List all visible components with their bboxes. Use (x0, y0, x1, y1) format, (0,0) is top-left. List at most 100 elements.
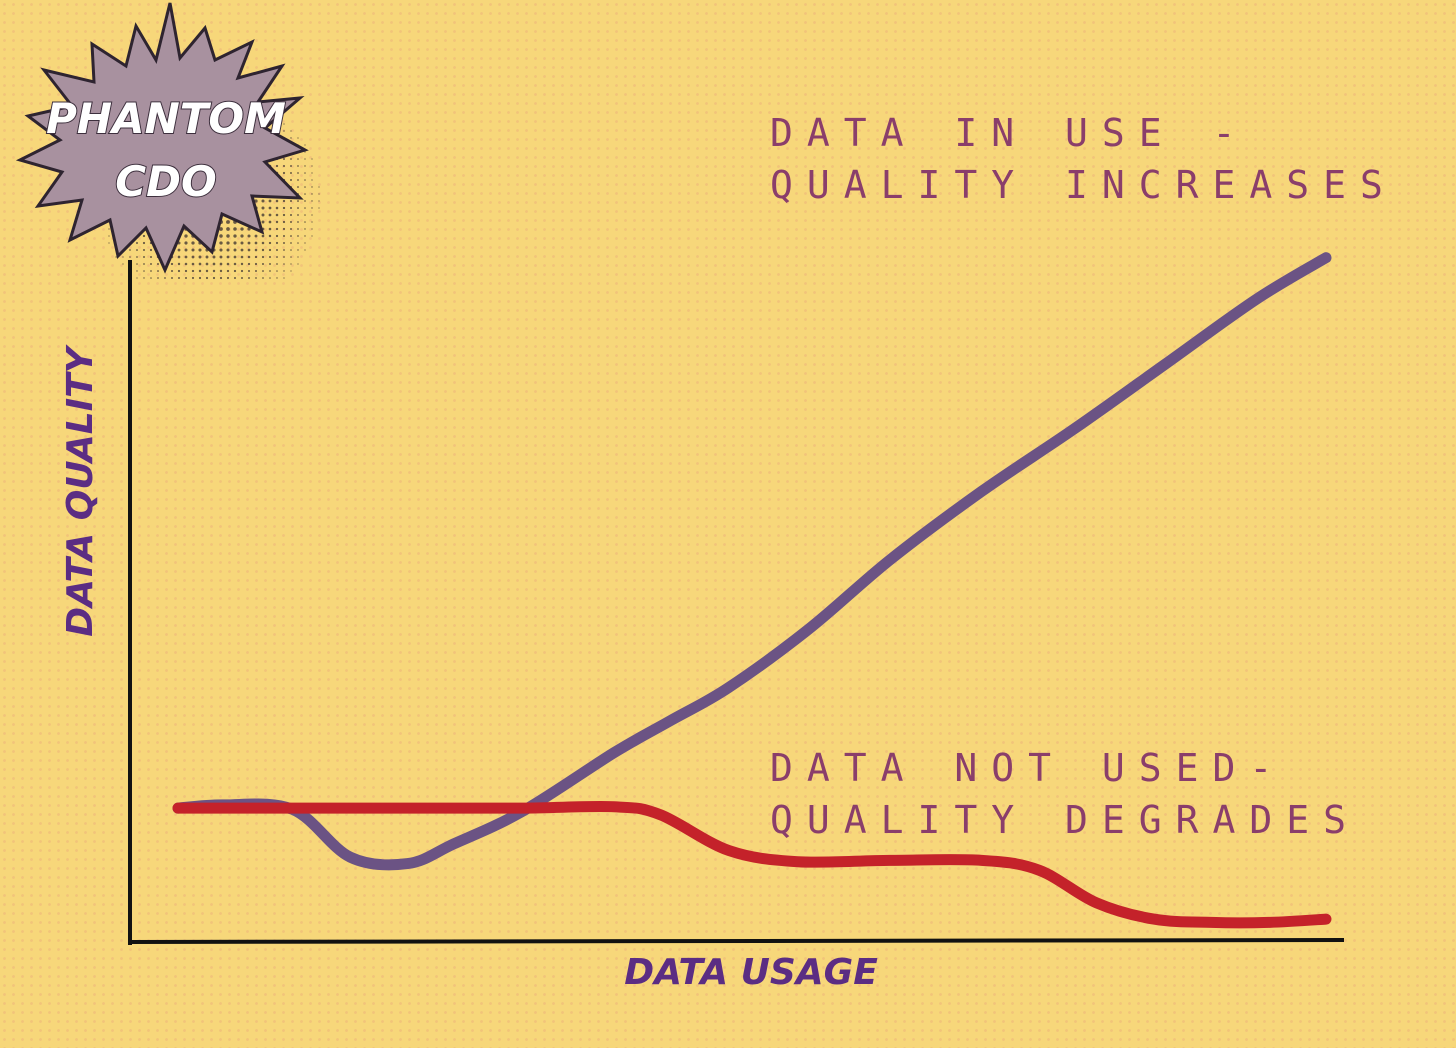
badge-halftone-dot (318, 193, 320, 195)
badge-halftone-dot (261, 248, 265, 252)
badge-halftone-dot (276, 263, 278, 265)
badge-halftone-dot (157, 270, 159, 272)
badge-halftone-dot (311, 172, 313, 174)
badge-halftone-dot (150, 277, 152, 279)
badge-halftone-dot (212, 262, 216, 266)
badge-halftone-dot (261, 213, 265, 217)
badge-halftone-dot (233, 234, 237, 238)
badge-halftone-dot (276, 256, 278, 258)
badge-halftone-dot (205, 269, 209, 273)
badge-halftone-dot (177, 262, 181, 266)
badge-halftone-dot (170, 269, 174, 273)
badge-halftone-dot (282, 234, 286, 238)
badge-halftone-dot (184, 255, 188, 259)
badge-halftone-dot (226, 220, 230, 224)
badge-halftone-dot (275, 164, 279, 168)
badge-halftone-dot (136, 249, 138, 251)
badge-halftone-dot (156, 262, 160, 266)
badge-halftone-dot (240, 269, 244, 273)
badge-halftone-dot (240, 248, 244, 252)
badge-halftone-dot (304, 214, 306, 216)
badge-halftone-dot (233, 276, 237, 280)
badge-halftone-dot (311, 200, 313, 202)
badge-halftone-dot (108, 228, 110, 230)
badge-halftone-dot (254, 199, 258, 203)
badge-halftone-dot (290, 172, 292, 174)
badge-halftone-dot (297, 200, 299, 202)
badge-halftone-dot (233, 269, 237, 273)
badge-halftone-dot (143, 256, 145, 258)
badge-halftone-dot (254, 262, 258, 266)
badge-halftone-dot (304, 193, 306, 195)
badge-halftone-dot (275, 248, 279, 252)
badge-halftone-dot (304, 144, 306, 146)
badge-halftone-dot (268, 234, 272, 238)
badge-halftone-dot (233, 248, 237, 252)
badge-halftone-dot (297, 228, 299, 230)
badge-halftone-dot (240, 241, 244, 245)
series-label-not-used: DATA NOT USED- QUALITY DEGRADES (770, 742, 1360, 846)
badge-halftone-dot (290, 263, 292, 265)
badge-halftone-dot (255, 277, 257, 279)
badge-halftone-dot (268, 227, 272, 231)
badge-halftone-dot (247, 248, 251, 252)
badge-halftone-dot (304, 165, 306, 167)
badge-halftone-dot (261, 262, 265, 266)
badge-halftone-dot (143, 277, 145, 279)
badge-halftone-dot (290, 228, 292, 230)
badge-halftone-dot (276, 130, 278, 132)
badge-halftone-dot (276, 123, 278, 125)
badge-halftone-dot (149, 248, 153, 252)
badge-halftone-dot (184, 269, 188, 273)
badge-halftone-dot (212, 255, 216, 259)
badge-halftone-dot (136, 277, 138, 279)
badge-halftone-dot (289, 213, 293, 217)
badge-halftone-dot (304, 186, 306, 188)
badge-halftone-dot (212, 269, 216, 273)
badge-halftone-dot (108, 242, 110, 244)
badge-halftone-dot (205, 276, 209, 280)
badge-halftone-dot (283, 270, 285, 272)
badge-halftone-dot (115, 256, 117, 258)
badge-halftone-dot (304, 179, 306, 181)
badge-halftone-dot (311, 158, 313, 160)
badge-halftone-dot (254, 248, 258, 252)
badge-halftone-dot (275, 234, 279, 238)
badge-halftone-dot (143, 263, 145, 265)
badge-halftone-dot (136, 263, 138, 265)
series-label-in-use-line1: DATA IN USE - (770, 111, 1250, 155)
badge-halftone-dot (269, 263, 271, 265)
x-axis-label: DATA USAGE (624, 952, 878, 993)
badge-halftone-dot (297, 214, 299, 216)
badge-halftone-dot (311, 235, 313, 237)
badge-halftone-dot (297, 235, 299, 237)
badge-halftone-dot (219, 269, 223, 273)
badge-halftone-dot (304, 158, 306, 160)
badge-halftone-dot (241, 277, 243, 279)
badge-halftone-dot (304, 172, 306, 174)
badge-halftone-dot (178, 277, 180, 279)
badge-halftone-dot (233, 227, 237, 231)
badge-halftone-dot (233, 262, 237, 266)
badge-halftone-dot (290, 165, 292, 167)
badge-line1: PHANTOM (46, 94, 286, 143)
badge-halftone-dot (297, 165, 299, 167)
badge-halftone-dot (289, 199, 293, 203)
badge-halftone-dot (254, 234, 258, 238)
badge-halftone-dot (290, 137, 292, 139)
badge-halftone-dot (318, 200, 320, 202)
badge-halftone-dot (219, 276, 223, 280)
badge-halftone-dot (275, 206, 279, 210)
badge-halftone-dot (290, 158, 292, 160)
badge-halftone-dot (177, 248, 181, 252)
badge-halftone-dot (282, 213, 286, 217)
badge-halftone-dot (255, 270, 257, 272)
badge-halftone-dot (304, 151, 306, 153)
badge-starburst (15, 2, 309, 274)
badge-halftone-dot (290, 270, 292, 272)
badge-halftone-dot (247, 269, 251, 273)
badge-halftone-dot (311, 193, 313, 195)
badge-halftone-dot (247, 234, 251, 238)
badge-halftone-dot (150, 270, 152, 272)
badge-halftone-dot (297, 158, 299, 160)
